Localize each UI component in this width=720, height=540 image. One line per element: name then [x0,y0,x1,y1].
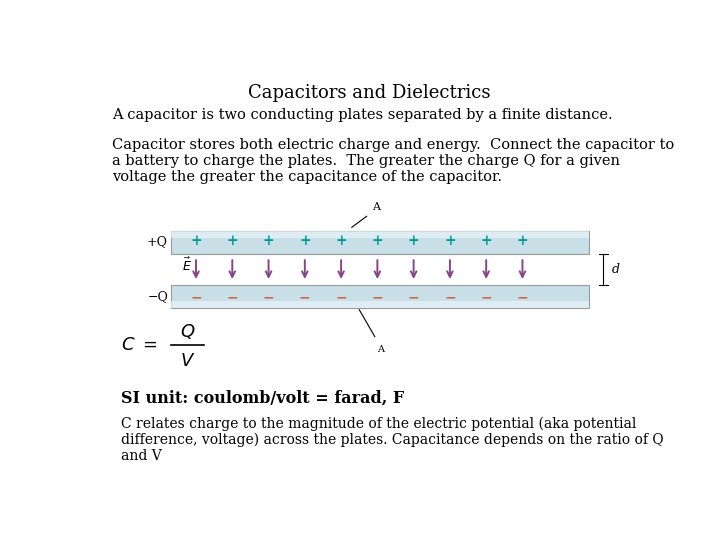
Text: −: − [517,291,528,305]
Text: Capacitor stores both electric charge and energy.  Connect the capacitor to
a ba: Capacitor stores both electric charge an… [112,138,675,184]
Text: +: + [190,234,202,248]
Text: +: + [227,234,238,248]
Text: A: A [377,346,384,354]
Text: C relates charge to the magnitude of the electric potential (aka potential
diffe: C relates charge to the magnitude of the… [121,416,663,463]
Text: +: + [408,234,420,248]
Text: +: + [372,234,383,248]
Text: −: − [227,291,238,305]
Text: −: − [190,291,202,305]
Text: d: d [612,263,620,276]
Bar [171,231,590,238]
Bar [171,301,590,308]
Bar [171,285,590,308]
Text: −: − [408,291,420,305]
Text: SI unit: coulomb/volt = farad, F: SI unit: coulomb/volt = farad, F [121,389,404,406]
Text: $V$: $V$ [180,352,195,370]
Text: +: + [336,234,347,248]
Text: +: + [299,234,310,248]
Text: +: + [444,234,456,248]
Text: +: + [263,234,274,248]
Text: +Q: +Q [147,235,168,248]
Text: A capacitor is two conducting plates separated by a finite distance.: A capacitor is two conducting plates sep… [112,109,613,123]
Text: −: − [263,291,274,305]
Bar [171,231,590,254]
Text: −: − [372,291,383,305]
Text: A: A [372,202,379,212]
Text: −: − [299,291,310,305]
Text: +: + [480,234,492,248]
Text: +: + [517,234,528,248]
Text: $\vec{E}$: $\vec{E}$ [182,257,192,274]
Text: −: − [336,291,347,305]
Text: Capacitors and Dielectrics: Capacitors and Dielectrics [248,84,490,102]
Text: −Q: −Q [148,290,168,303]
Text: −: − [444,291,456,305]
Text: −: − [480,291,492,305]
Text: $Q$: $Q$ [180,322,195,341]
Text: $C\ =$: $C\ =$ [121,336,158,354]
